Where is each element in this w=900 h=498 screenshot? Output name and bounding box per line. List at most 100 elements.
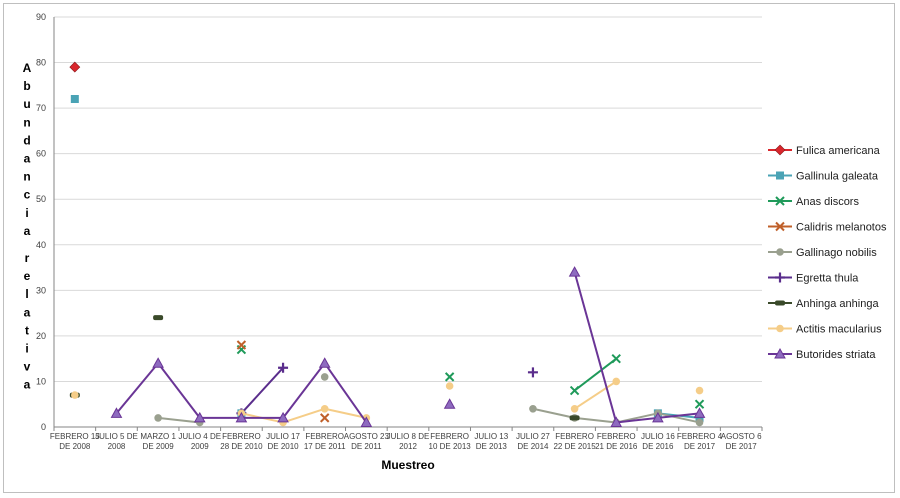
- legend-item-anhinga-anhinga: Anhinga anhinga: [768, 298, 879, 310]
- y-tick-label: 50: [36, 194, 46, 204]
- series-line-segment: [240, 367, 284, 415]
- series-line-segment: [657, 412, 700, 419]
- legend-label: Fulica americana: [796, 145, 881, 157]
- x-tick-label: FEBRERO 22 DE 2015: [553, 432, 596, 451]
- series-anhinga-anhinga: [69, 315, 580, 421]
- data-point: [693, 407, 706, 418]
- legend-label: Egretta thula: [796, 273, 859, 285]
- data-point: [695, 413, 704, 422]
- series-anas-discors: [236, 344, 705, 409]
- x-tick-label: JULIO 17 DE 2010: [266, 432, 300, 451]
- legend-marker: [776, 248, 784, 256]
- x-tick-label: FEBRERO 10 DE 2013: [429, 432, 472, 451]
- series-line-segment: [616, 416, 658, 424]
- series-line-segment: [657, 412, 700, 424]
- x-tick-label: JULIO 8 DE 2012: [387, 432, 430, 451]
- legend-marker: [776, 324, 784, 333]
- data-point: [70, 95, 79, 103]
- legend-item-fulica-americana: Fulica americana: [768, 144, 881, 157]
- x-axis-title: Muestreo: [381, 458, 434, 472]
- series-line-segment: [324, 407, 367, 419]
- legend-marker: [774, 347, 786, 359]
- y-tick-label: 0: [41, 422, 46, 432]
- legend-label: Anhinga anhinga: [796, 298, 879, 310]
- x-tick-label: FEBRERO 21 DE 2016: [595, 432, 638, 451]
- data-point: [236, 340, 247, 350]
- data-point: [152, 357, 164, 368]
- legend-item-anas-discors: Anas discors: [768, 196, 859, 208]
- data-point: [569, 415, 580, 421]
- series-line-segment: [157, 362, 201, 419]
- x-tick-label: JULIO 5 DE 2008: [95, 432, 138, 451]
- legend-item-calidris-melanotos: Calidris melanotos: [768, 222, 887, 234]
- series-line-segment: [282, 362, 326, 419]
- data-point: [652, 411, 664, 423]
- y-tick-label: 40: [36, 240, 46, 250]
- x-tick-label: AGOSTO 23 DE 2011: [344, 432, 390, 451]
- data-point: [694, 399, 705, 409]
- x-tick-label: MARZO 1 DE 2009: [140, 432, 176, 451]
- legend-item-butorides-striata: Butorides striata: [768, 347, 876, 361]
- chart-frame: 0 10 20 30 40 50 60 70 80 90 FEBRERO 15 DE 2008 JULI…: [3, 3, 895, 493]
- data-point: [277, 411, 289, 423]
- legend-item-egretta-thula: Egretta thula: [768, 272, 859, 285]
- legend-label: Gallinago nobilis: [796, 247, 877, 259]
- data-point: [318, 357, 331, 368]
- series-line-segment: [323, 362, 368, 424]
- x-tick-label: FEBRERO 15 DE 2008: [50, 432, 100, 451]
- x-tick-label: JULIO 4 DE 2009: [178, 432, 221, 451]
- data-point: [69, 61, 81, 73]
- data-point: [153, 315, 164, 321]
- legend-marker: [775, 272, 785, 283]
- data-point: [611, 353, 621, 364]
- data-point: [610, 416, 623, 427]
- legend: Fulica americana Gallinula galeata Anas di…: [768, 144, 887, 361]
- legend-marker: [775, 300, 785, 306]
- data-point: [193, 411, 206, 423]
- y-tick-label: 80: [36, 58, 46, 68]
- series-layer: [69, 61, 706, 427]
- series-butorides-striata: [110, 266, 706, 427]
- x-tick-label: FEBRERO 4 DE 2017: [677, 432, 723, 451]
- data-point: [568, 266, 581, 277]
- legend-marker: [776, 171, 784, 180]
- x-tick-label: JULIO 16 DE 2016: [641, 432, 675, 451]
- y-tick-label: 10: [36, 376, 46, 386]
- series-calidris-melanotos: [236, 340, 330, 423]
- x-tick-label: JULIO 13 DE 2013: [474, 432, 508, 451]
- legend-label: Calidris melanotos: [796, 222, 887, 234]
- data-point: [527, 367, 538, 378]
- y-tick-label: 30: [36, 285, 46, 295]
- series-fulica-americana: [69, 61, 81, 73]
- data-point: [569, 385, 580, 396]
- series-egretta-thula: [236, 362, 538, 419]
- data-point: [443, 398, 456, 409]
- legend-marker: [775, 221, 785, 232]
- data-point: [360, 416, 373, 427]
- data-point: [570, 404, 579, 413]
- legend-label: Gallinula galeata: [796, 171, 879, 183]
- y-tick-label: 90: [36, 12, 46, 22]
- data-point: [695, 386, 704, 395]
- data-point: [154, 414, 162, 422]
- legend-item-gallinula-galeata: Gallinula galeata: [768, 171, 879, 183]
- x-tick-label: AGOSTO 6 DE 2017: [721, 432, 762, 451]
- data-point: [319, 413, 330, 423]
- data-point: [445, 382, 454, 390]
- legend-label: Anas discors: [796, 196, 859, 208]
- x-tick-label: FEBRERO 17 DE 2011: [304, 432, 346, 451]
- data-point: [444, 372, 455, 382]
- data-point: [320, 373, 329, 381]
- data-point: [235, 411, 248, 423]
- x-tick-label: JULIO 27 DE 2014: [516, 432, 550, 451]
- x-tick-label: FEBRERO 28 DE 2010: [220, 432, 263, 451]
- data-point: [529, 404, 537, 413]
- data-point: [695, 418, 704, 427]
- series-line-segment: [115, 362, 159, 414]
- legend-marker: [774, 144, 786, 156]
- data-point: [320, 404, 329, 413]
- data-point: [110, 407, 123, 418]
